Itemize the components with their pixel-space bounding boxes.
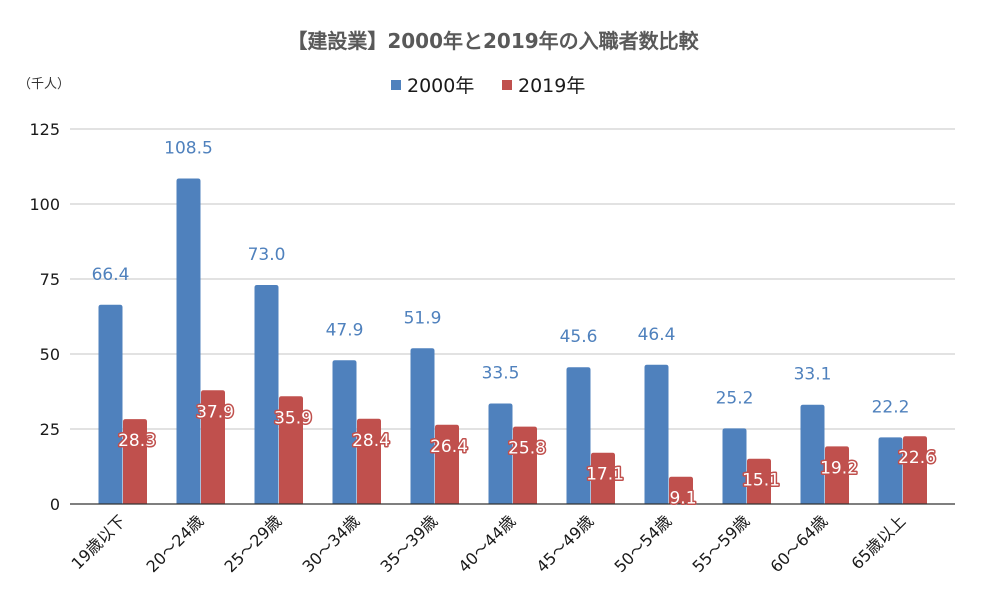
y-axis-unit-label: （千人）: [18, 77, 70, 92]
x-tick-label: 45〜49歳: [532, 511, 597, 576]
bar-2000: [410, 348, 435, 504]
data-label-2000: 47.9: [326, 320, 364, 340]
chart-title: 【建設業】2000年と2019年の入職者数比較: [287, 29, 699, 53]
y-tick-label: 25: [40, 420, 60, 439]
data-label-2000: 73.0: [248, 245, 286, 265]
y-tick-label: 75: [40, 270, 60, 289]
x-axis-ticks: 19歳以下 20〜24歳 25〜29歳 30〜34歳 35〜39歳 40〜44歳 45〜49…: [68, 511, 910, 576]
data-label-2019: 19.2: [820, 458, 858, 478]
bar-2019: [123, 419, 147, 504]
data-label-2019: 22.6: [898, 448, 936, 468]
x-tick-label: 25〜29歳: [220, 511, 285, 576]
data-label-2019: 28.4: [352, 431, 390, 451]
y-tick-label: 125: [29, 120, 60, 139]
bar-2019: [747, 458, 771, 504]
data-label-2019: 9.1: [669, 489, 696, 509]
x-tick-label: 65歳以上: [848, 511, 910, 573]
bar-2019: [435, 424, 459, 504]
x-tick-label: 30〜34歳: [298, 511, 363, 576]
data-label-2000: 22.2: [872, 397, 910, 417]
legend: 2000年 2019年: [391, 75, 585, 97]
x-tick-label: 40〜44歳: [454, 511, 519, 576]
x-tick-label: 35〜39歳: [376, 511, 441, 576]
data-label-2000: 33.1: [794, 365, 832, 385]
bar-2019: [591, 452, 615, 504]
y-axis-ticks: 0 25 50 75 100 125: [29, 120, 60, 514]
legend-swatch-2019: [502, 80, 512, 90]
data-label-2019: 35.9: [274, 408, 312, 428]
bar-2019: [513, 426, 537, 504]
data-label-2019: 28.3: [118, 431, 156, 451]
data-label-2019: 37.9: [196, 402, 234, 422]
bar-2000: [254, 285, 279, 504]
bar-2000: [644, 364, 669, 504]
data-label-2000: 66.4: [92, 265, 130, 285]
bar-2000: [722, 428, 747, 504]
bar-2000: [878, 437, 903, 504]
data-label-2000: 46.4: [638, 325, 676, 345]
data-label-2019: 15.1: [742, 471, 780, 491]
bar-2000: [800, 404, 825, 504]
x-tick-label: 19歳以下: [68, 511, 130, 573]
data-label-2000: 45.6: [560, 327, 598, 347]
bar-2019: [903, 436, 927, 504]
data-label-2000: 33.5: [482, 364, 520, 384]
x-tick-label: 55〜59歳: [688, 511, 753, 576]
data-labels: 66.4 28.3 108.5 37.9 73.0 35.9 47.9 28.4 51.9 26.…: [92, 139, 938, 511]
data-label-2019: 26.4: [430, 437, 468, 457]
y-tick-label: 50: [40, 345, 60, 364]
data-label-2000: 108.5: [164, 139, 213, 159]
bar-2019: [201, 390, 225, 504]
bar-2000: [98, 304, 123, 504]
bar-2000: [332, 360, 357, 504]
bar-2000: [488, 403, 513, 504]
bar-2000: [176, 178, 201, 504]
bar-2019: [357, 418, 381, 504]
legend-swatch-2000: [391, 80, 401, 90]
legend-label-2019: 2019年: [518, 75, 585, 97]
bar-2019: [825, 446, 849, 504]
bar-2019: [669, 476, 693, 504]
data-label-2019: 25.8: [508, 439, 546, 459]
legend-label-2000: 2000年: [407, 75, 474, 97]
data-label-2019: 17.1: [586, 465, 624, 485]
data-label-2000: 51.9: [404, 308, 442, 328]
x-tick-label: 50〜54歳: [610, 511, 675, 576]
y-tick-label: 0: [50, 495, 60, 514]
x-tick-label: 60〜64歳: [766, 511, 831, 576]
bar-2000: [566, 367, 591, 504]
data-label-2000: 25.2: [716, 388, 754, 408]
bar-2019: [279, 396, 303, 504]
x-tick-label: 20〜24歳: [142, 511, 207, 576]
y-tick-label: 100: [29, 195, 60, 214]
bars: [98, 178, 927, 504]
